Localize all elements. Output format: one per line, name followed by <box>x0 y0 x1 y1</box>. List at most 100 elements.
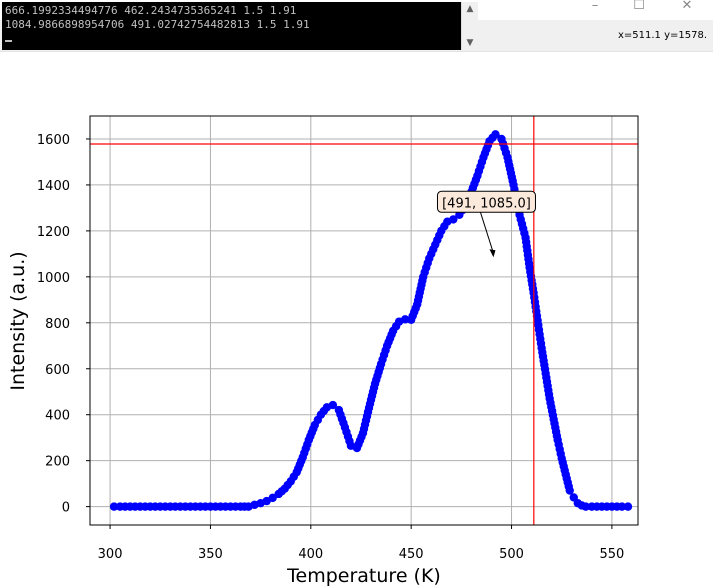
cursor-coordinates: x=511.1 y=1578. <box>617 30 707 41</box>
data-point-interp <box>297 456 306 466</box>
data-point-interp <box>120 502 130 511</box>
data-point-interp <box>283 480 292 490</box>
data-point-interp <box>211 502 220 511</box>
x-tick-label: 400 <box>298 547 323 562</box>
close-button[interactable]: ✕ <box>665 0 709 20</box>
data-point-interp <box>357 432 366 442</box>
data-point <box>400 315 410 324</box>
x-tick-label: 550 <box>599 547 624 562</box>
y-tick-label: 1000 <box>37 271 70 286</box>
data-point <box>623 502 633 511</box>
data-point-interp <box>339 418 348 428</box>
data-point-interp <box>564 482 573 491</box>
minimize-icon: – <box>591 0 599 13</box>
data-point-interp <box>363 407 373 417</box>
data-point-interp <box>381 346 390 355</box>
console-line: 1084.9866898954706 491.02742754482813 1.… <box>5 18 310 31</box>
data-point-interp <box>309 424 318 433</box>
y-tick-label: 800 <box>45 317 70 332</box>
console-line: 666.1992334494776 462.2434735365241 1.5 … <box>5 4 297 17</box>
axis-ticks: 300 350 400 450 500 550 0 200 400 600 800 1000 1200 1… <box>37 133 624 562</box>
data-point-interp <box>540 364 550 374</box>
data-point-interp <box>501 148 511 157</box>
data-point-interp <box>524 259 534 268</box>
data-point-interp <box>544 390 554 399</box>
y-axis-label: Intensity (a.u.) <box>7 251 29 390</box>
data-point-interp <box>429 245 438 254</box>
data-point-interp <box>440 222 449 231</box>
x-axis-label: Temperature (K) <box>286 565 441 586</box>
y-tick-label: 1400 <box>37 179 70 194</box>
x-tick-label: 300 <box>98 547 123 562</box>
data-point-interp <box>592 502 602 511</box>
maximize-icon: ☐ <box>633 0 645 13</box>
x-tick-label: 500 <box>499 547 524 562</box>
x-tick-label: 450 <box>399 547 424 562</box>
data-point-interp <box>319 406 329 416</box>
data-point-interp <box>612 502 622 511</box>
data-point-interp <box>435 231 444 240</box>
annotation: [491, 1085.0] <box>436 190 536 258</box>
scroll-up-icon[interactable]: ▲ <box>466 4 474 14</box>
data-point-interp <box>488 133 497 143</box>
y-tick-label: 600 <box>45 363 70 378</box>
data-point-interp <box>313 415 323 425</box>
annotation-arrowhead <box>489 249 496 258</box>
data-point-interp <box>375 363 385 373</box>
crosshair <box>90 116 638 525</box>
data-point-interp <box>303 440 312 449</box>
console-cursor <box>5 40 12 42</box>
y-tick-label: 200 <box>45 455 70 470</box>
data-point-interp <box>411 304 420 313</box>
data-point-interp <box>520 228 529 238</box>
y-tick-label: 1200 <box>37 225 70 240</box>
data-point-interp <box>477 157 487 167</box>
grid <box>90 116 638 525</box>
data-point <box>449 215 458 224</box>
data-point <box>109 502 119 511</box>
console-output[interactable]: 666.1992334494776 462.2434735365241 1.5 … <box>2 2 461 50</box>
data-point <box>581 502 591 511</box>
annotation-label: [491, 1085.0] <box>442 196 531 211</box>
data-point-interp <box>508 176 517 186</box>
data-point-interp <box>556 449 565 458</box>
data-point-interp <box>289 472 298 481</box>
data-point-interp <box>369 383 379 392</box>
data-point-interp <box>181 502 190 511</box>
plot-area <box>90 116 638 525</box>
data-point-interp <box>423 258 432 268</box>
y-tick-label: 400 <box>45 409 70 424</box>
plot-frame <box>89 115 639 526</box>
data-point-interp <box>171 502 180 511</box>
data-point-interp <box>387 330 396 339</box>
data-point-interp <box>151 502 160 511</box>
data-point-interp <box>221 502 230 511</box>
data-point-interp <box>483 141 493 150</box>
data-point-interp <box>532 311 542 321</box>
y-tick-label: 0 <box>62 501 70 516</box>
data-point-interp <box>391 322 401 331</box>
data-point-interp <box>471 175 481 184</box>
data-point-interp <box>536 339 546 348</box>
console-scrollbar[interactable]: ▲ ▼ <box>461 2 478 50</box>
data-point-interp <box>191 502 200 511</box>
minimize-button[interactable]: – <box>573 0 617 20</box>
maximize-button[interactable]: ☐ <box>617 0 661 20</box>
y-tick-label: 1600 <box>37 133 70 148</box>
data-point-interp <box>240 502 249 511</box>
data-point-interp <box>552 431 562 441</box>
scroll-down-icon[interactable]: ▼ <box>466 38 474 48</box>
data-point-interp <box>141 502 150 511</box>
data-point-interp <box>418 276 427 285</box>
data-point-interp <box>277 487 286 496</box>
data-point-interp <box>560 466 569 475</box>
annotation-arrow <box>479 212 494 254</box>
data-point-interp <box>345 436 354 446</box>
data-point-interp <box>602 502 612 511</box>
annotation-box <box>436 190 536 213</box>
close-icon: ✕ <box>681 0 693 13</box>
x-tick-label: 350 <box>198 547 223 562</box>
data-point-interp <box>528 284 538 293</box>
data-point-interp <box>130 502 140 511</box>
